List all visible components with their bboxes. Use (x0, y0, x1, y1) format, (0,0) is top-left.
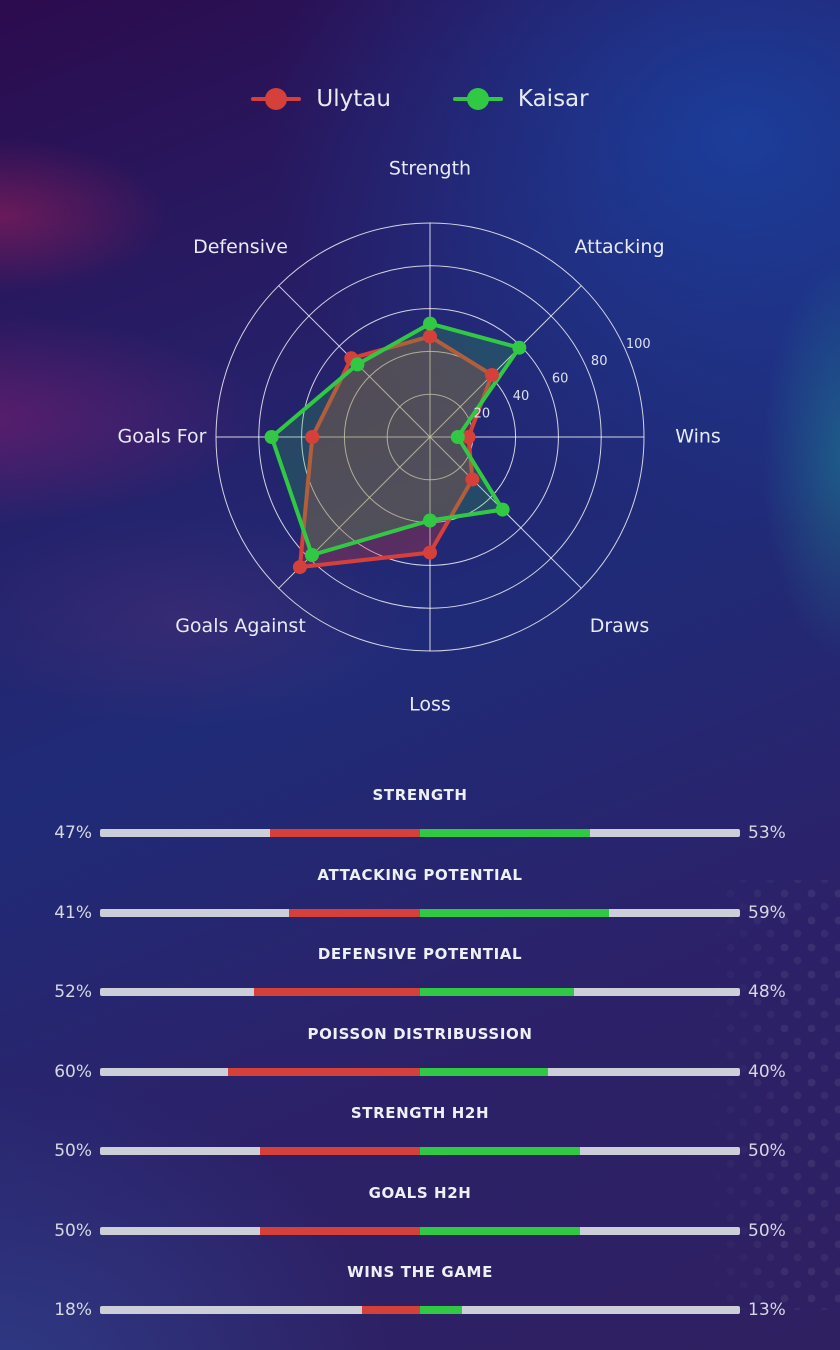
radar-axis-label: Loss (409, 694, 451, 716)
radar-section: 20 40 60 80 100 Strength Attacking Wins Draws Los… (0, 86, 840, 716)
radar-point-kaisar (305, 548, 319, 562)
home-bar-segment (288, 908, 420, 917)
comparison-block: DEFENSIVE POTENTIAL 52% 48% (0, 937, 840, 1017)
home-bar-segment (260, 1147, 420, 1155)
radar-tick-label: 40 (513, 389, 530, 404)
legend-item-ulytau[interactable]: Ulytau (251, 86, 391, 112)
comparison-row: 50% 50% (0, 1141, 840, 1161)
radar-point-kaisar (423, 513, 437, 528)
comparison-title: STRENGTH H2H (350, 1104, 490, 1122)
comparison-title: GOALS H2H (368, 1183, 472, 1202)
comparison-block: STRENGTH 47% 53% (0, 778, 840, 858)
comparison-title: DEFENSIVE POTENTIAL (317, 945, 523, 963)
radar-point-ulytau (461, 430, 476, 444)
home-percent: 50% (54, 1220, 92, 1241)
legend-marker-green (452, 86, 503, 112)
legend-dot-icon (466, 88, 489, 110)
radar-tick-label: 60 (552, 372, 569, 387)
radar-tick-label: 20 (474, 406, 491, 421)
radar-point-ulytau (305, 430, 320, 444)
comparison-track (100, 1067, 740, 1076)
comparison-title: ATTACKING POTENTIAL (317, 865, 523, 884)
radar-axis-line (429, 285, 582, 438)
radar-point-ulytau (423, 545, 437, 560)
comparison-track (100, 1147, 740, 1155)
radar-axis-label: Defensive (193, 236, 288, 258)
comparison-row: 52% 48% (0, 982, 840, 1002)
comparison-block: ATTACKING POTENTIAL 41% 59% (0, 858, 840, 938)
legend-label: Kaisar (517, 86, 589, 112)
home-percent: 18% (54, 1300, 92, 1320)
radar-axis-label: Strength (389, 158, 471, 180)
radar-point-ulytau (423, 329, 437, 344)
comparison-title: STRENGTH (372, 786, 468, 804)
comparison-track (100, 908, 740, 917)
comparison-track (100, 1226, 740, 1235)
away-percent: 50% (748, 1141, 786, 1161)
comparison-track (100, 829, 740, 837)
away-percent: 50% (748, 1220, 786, 1241)
away-bar-segment (420, 1067, 548, 1076)
halftone-dots-decoration (690, 880, 840, 1310)
away-bar-segment (420, 1147, 580, 1155)
home-bar-segment (228, 1067, 420, 1076)
home-bar-segment (269, 829, 420, 837)
comparison-list: STRENGTH 47% 53% ATTACKING POTENTIAL 41% 59% D… (0, 778, 840, 1335)
radar-axis-label: Attacking (574, 236, 664, 258)
legend-dot-icon (265, 88, 288, 110)
away-bar-segment (420, 829, 590, 837)
legend-item-kaisar[interactable]: Kaisar (452, 86, 589, 112)
comparison-row: 50% 50% (0, 1221, 840, 1241)
radar-point-kaisar (512, 340, 527, 355)
away-percent: 13% (748, 1300, 786, 1320)
away-bar-segment (420, 1306, 462, 1314)
comparison-title: WINS THE GAME (347, 1263, 493, 1281)
away-bar-segment (420, 1226, 580, 1235)
radar-axis-label: Draws (590, 615, 650, 637)
away-percent: 53% (748, 823, 786, 843)
radar-chart: 20 40 60 80 100 Strength Attacking Wins Draws Los… (118, 158, 721, 716)
radar-point-kaisar (423, 316, 437, 331)
away-percent: 48% (748, 982, 786, 1002)
away-bar-segment (420, 908, 609, 917)
radar-tick-label: 100 (626, 337, 651, 352)
radar-point-ulytau (485, 368, 499, 382)
chart-legend: Ulytau Kaisar (0, 86, 840, 112)
away-bar-segment (420, 988, 574, 996)
radar-point-ulytau (292, 560, 307, 575)
radar-tick-label: 80 (591, 354, 608, 369)
away-percent: 59% (748, 902, 786, 923)
home-percent: 52% (54, 982, 92, 1002)
radar-axis-label: Goals Against (175, 615, 306, 637)
radar-point-kaisar (350, 357, 365, 372)
away-percent: 40% (748, 1061, 786, 1082)
radar-axis-label: Wins (675, 426, 721, 448)
home-percent: 41% (54, 902, 92, 923)
radar-point-ulytau (465, 472, 480, 487)
comparison-block: STRENGTH H2H 50% 50% (0, 1096, 840, 1176)
radar-point-kaisar (264, 430, 279, 444)
comparison-row: 18% 13% (0, 1300, 840, 1320)
home-percent: 60% (54, 1061, 92, 1082)
comparison-row: 41% 59% (0, 903, 840, 923)
comparison-block: POISSON DISTRIBUSSION 60% 40% (0, 1017, 840, 1097)
comparison-track (100, 1306, 740, 1314)
radar-axis-label: Goals For (118, 426, 207, 448)
home-percent: 47% (54, 823, 92, 843)
home-percent: 50% (54, 1141, 92, 1161)
comparison-block: WINS THE GAME 18% 13% (0, 1255, 840, 1335)
comparison-title: POISSON DISTRIBUSSION (307, 1024, 533, 1043)
legend-label: Ulytau (316, 86, 391, 112)
radar-point-kaisar (495, 502, 510, 517)
comparison-row: 60% 40% (0, 1062, 840, 1082)
comparison-row: 47% 53% (0, 823, 840, 843)
comparison-block: GOALS H2H 50% 50% (0, 1176, 840, 1256)
comparison-track (100, 988, 740, 996)
home-bar-segment (260, 1226, 420, 1235)
radar-point-kaisar (450, 430, 465, 444)
home-bar-segment (253, 988, 420, 996)
home-bar-segment (362, 1306, 420, 1314)
legend-marker-red (251, 86, 302, 112)
